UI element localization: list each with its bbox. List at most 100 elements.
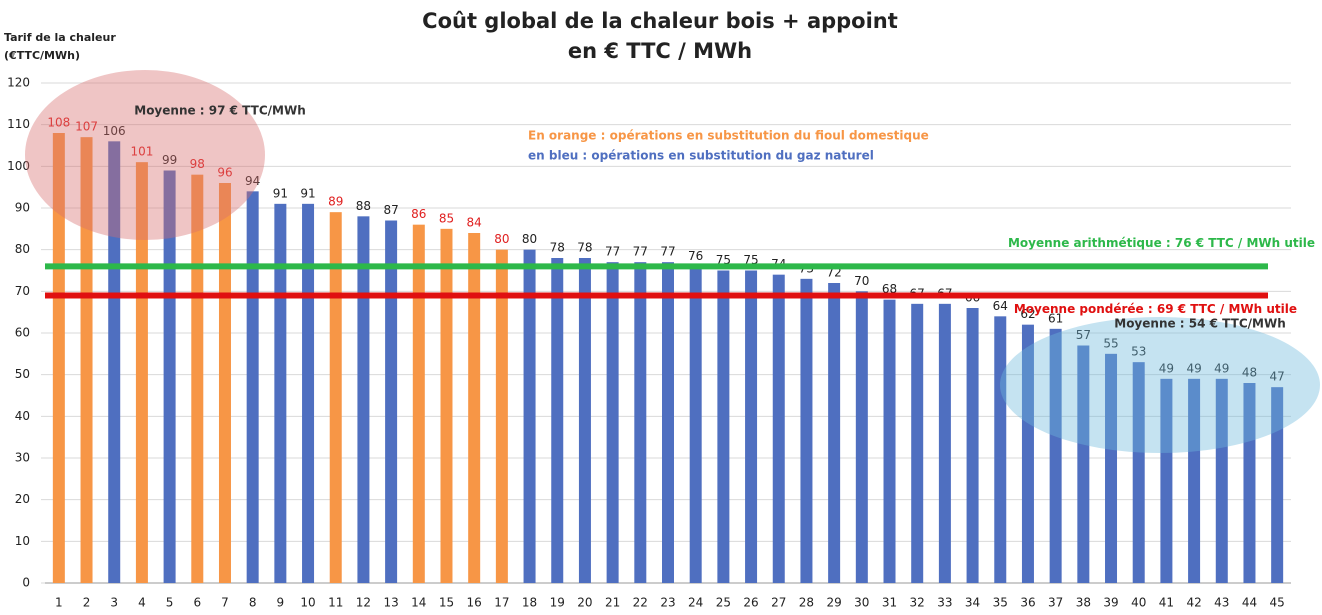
bar (163, 170, 176, 583)
bar (1105, 353, 1118, 583)
x-tick-label: 35 (993, 596, 1008, 610)
bar (689, 266, 702, 583)
x-tick-label: 5 (166, 596, 174, 610)
x-tick-label: 2 (83, 596, 91, 610)
x-tick-label: 21 (605, 596, 620, 610)
highlight-ellipse (25, 70, 265, 240)
x-tick-label: 3 (110, 596, 118, 610)
x-tick-label: 8 (249, 596, 257, 610)
y-tick-label: 90 (15, 201, 30, 215)
data-label: 87 (383, 203, 398, 217)
bar (357, 216, 370, 584)
y-tick-label: 40 (15, 409, 30, 423)
data-label: 49 (1186, 361, 1201, 375)
data-label: 47 (1270, 370, 1285, 384)
x-tick-label: 42 (1186, 596, 1201, 610)
chart-title: Coût global de la chaleur bois + appoint (422, 9, 898, 33)
bar (412, 224, 425, 583)
bar (1049, 328, 1062, 583)
data-label: 91 (300, 186, 315, 200)
data-label: 96 (217, 166, 232, 180)
x-tick-label: 36 (1020, 596, 1035, 610)
reference-label: Moyenne arithmétique : 76 € TTC / MWh ut… (1008, 236, 1315, 250)
x-tick-label: 20 (577, 596, 592, 610)
x-tick-label: 33 (937, 596, 952, 610)
data-label: 62 (1020, 307, 1035, 321)
x-tick-label: 38 (1076, 596, 1091, 610)
bar (468, 233, 481, 583)
x-tick-label: 45 (1270, 596, 1285, 610)
data-label: 55 (1103, 336, 1118, 350)
x-tick-label: 29 (826, 596, 841, 610)
bar (495, 249, 508, 583)
x-tick-label: 32 (910, 596, 925, 610)
data-label: 99 (162, 153, 177, 167)
x-tick-label: 41 (1159, 596, 1174, 610)
data-label: 77 (605, 245, 620, 259)
bar (1132, 362, 1145, 583)
data-label: 70 (854, 274, 869, 288)
bar (1188, 378, 1201, 583)
x-tick-label: 39 (1103, 596, 1118, 610)
x-tick-label: 25 (716, 596, 731, 610)
bar (52, 133, 65, 583)
bar (606, 262, 619, 583)
y-tick-label: 120 (7, 76, 30, 90)
bar (1021, 324, 1034, 583)
x-tick-label: 18 (522, 596, 537, 610)
x-tick-label: 37 (1048, 596, 1063, 610)
y-tick-label: 10 (15, 534, 30, 548)
data-label: 108 (47, 116, 70, 130)
data-label: 98 (190, 157, 205, 171)
y-tick-label: 80 (15, 242, 30, 256)
annotation: En orange : opérations en substitution d… (528, 129, 929, 143)
data-label: 49 (1159, 361, 1174, 375)
y-tick-label: 110 (7, 117, 30, 131)
reference-label: Moyenne pondérée : 69 € TTC / MWh utile (1014, 302, 1297, 316)
bar (440, 228, 453, 584)
data-label: 48 (1242, 366, 1257, 380)
bar (329, 212, 342, 583)
bar (246, 191, 259, 584)
bar (80, 137, 93, 583)
data-label: 91 (273, 186, 288, 200)
data-label: 80 (522, 232, 537, 246)
data-label: 106 (103, 124, 126, 138)
x-tick-label: 19 (550, 596, 565, 610)
bar (1271, 387, 1284, 583)
data-label: 53 (1131, 345, 1146, 359)
data-label: 77 (633, 245, 648, 259)
bar (717, 270, 730, 583)
y-tick-label: 0 (22, 576, 30, 590)
x-tick-label: 24 (688, 596, 703, 610)
data-label: 78 (550, 241, 565, 255)
x-tick-label: 40 (1131, 596, 1146, 610)
data-label: 80 (494, 232, 509, 246)
data-label: 86 (411, 207, 426, 221)
data-label: 88 (356, 199, 371, 213)
bar (1215, 378, 1228, 583)
x-tick-label: 43 (1214, 596, 1229, 610)
x-tick-label: 30 (854, 596, 869, 610)
bar (745, 270, 758, 583)
y-tick-label: 30 (15, 451, 30, 465)
x-tick-label: 44 (1242, 596, 1257, 610)
x-tick-label: 31 (882, 596, 897, 610)
x-tick-label: 23 (660, 596, 675, 610)
data-label: 61 (1048, 311, 1063, 325)
x-tick-label: 34 (965, 596, 980, 610)
x-tick-label: 15 (439, 596, 454, 610)
data-label: 57 (1076, 328, 1091, 342)
y-tick-label: 60 (15, 326, 30, 340)
x-tick-label: 9 (277, 596, 285, 610)
x-tick-label: 13 (383, 596, 398, 610)
bar (994, 316, 1007, 583)
data-label: 84 (467, 216, 482, 230)
y-tick-label: 70 (15, 284, 30, 298)
x-tick-label: 26 (743, 596, 758, 610)
bar (966, 308, 979, 583)
bar (1077, 345, 1090, 583)
bar (551, 258, 564, 583)
x-tick-label: 14 (411, 596, 426, 610)
